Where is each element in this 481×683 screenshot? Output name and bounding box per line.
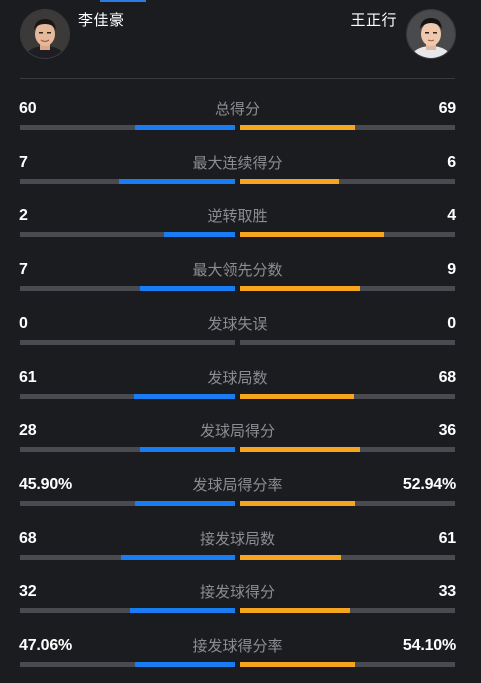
left-bar-fill [121, 554, 235, 560]
left-bar-fill [135, 662, 235, 667]
right-stat-value: 61 [438, 529, 457, 547]
stat-row: 2 逆转取胜 4 [0, 206, 481, 260]
right-player-avatar[interactable] [406, 9, 456, 59]
right-bar-track [240, 500, 455, 506]
left-bar-fill [140, 447, 235, 453]
right-stat-value: 6 [447, 153, 456, 171]
right-bar-fill [240, 393, 354, 399]
right-bar-track [240, 608, 455, 614]
left-stat-value: 2 [19, 207, 28, 225]
right-bar-fill [240, 232, 384, 238]
right-bar-track [240, 393, 455, 399]
left-stat-value: 45.90% [19, 475, 73, 493]
stat-label: 接发球得分 [199, 583, 275, 602]
stat-row: 32 接发球得分 33 [0, 582, 481, 636]
left-stat-value: 7 [19, 153, 28, 171]
right-player-name[interactable]: 王正行 [350, 11, 397, 29]
stat-label: 逆转取胜 [207, 207, 268, 226]
right-stat-value: 4 [447, 207, 456, 225]
right-stat-value: 33 [438, 583, 457, 601]
left-stat-value: 28 [19, 422, 37, 440]
left-stat-value: 68 [19, 529, 37, 547]
stat-row: 61 发球局数 68 [0, 368, 481, 422]
stat-row: 28 发球局得分 36 [0, 421, 481, 475]
header-divider [20, 78, 455, 79]
left-bar-track [20, 554, 235, 560]
right-stat-value: 36 [438, 422, 457, 440]
left-bar-track [20, 500, 235, 506]
right-bar-fill [240, 662, 355, 667]
left-stat-value: 7 [19, 261, 28, 279]
right-stat-value: 0 [447, 314, 456, 332]
stat-label: 总得分 [214, 100, 260, 118]
left-stat-value: 47.06% [19, 637, 73, 654]
stat-row: 45.90% 发球局得分率 52.94% [0, 475, 481, 529]
left-bar-fill [130, 608, 235, 614]
left-bar-track [20, 232, 235, 238]
right-bar-track [240, 232, 455, 238]
left-bar-track [20, 393, 235, 399]
left-stat-value: 61 [19, 368, 37, 386]
left-bar-track [20, 339, 235, 345]
left-player-avatar[interactable] [20, 9, 70, 59]
right-bar-fill [240, 447, 360, 453]
stat-row: 7 最大连续得分 6 [0, 153, 481, 207]
stat-label: 发球局得分率 [192, 475, 283, 494]
left-bar-fill [140, 286, 235, 292]
stat-row: 60 总得分 69 [0, 99, 481, 153]
left-stat-value: 0 [19, 314, 28, 332]
stat-label: 发球局得分 [199, 422, 275, 441]
left-bar-track [20, 125, 235, 130]
stat-row: 47.06% 接发球得分率 54.10% [0, 636, 481, 683]
right-bar-track [240, 447, 455, 453]
left-bar-track [20, 447, 235, 453]
right-stat-value: 52.94% [402, 475, 456, 493]
right-bar-track [240, 286, 455, 292]
right-stat-value: 68 [438, 368, 457, 386]
left-bar-track [20, 662, 235, 667]
left-player-name[interactable]: 李佳豪 [78, 11, 125, 29]
right-bar-track [240, 125, 455, 130]
right-stat-value: 69 [438, 100, 457, 117]
right-bar-fill [240, 286, 360, 292]
right-bar-fill [240, 554, 341, 560]
stat-label: 发球失误 [207, 314, 268, 333]
left-bar-track [20, 608, 235, 614]
stat-label: 最大领先分数 [192, 261, 283, 280]
left-stat-value: 60 [19, 100, 37, 117]
left-bar-fill [135, 500, 235, 506]
right-stat-value: 54.10% [402, 637, 456, 654]
right-bar-track [240, 178, 455, 184]
stat-row: 0 发球失误 0 [0, 314, 481, 368]
stat-row: 7 最大领先分数 9 [0, 260, 481, 314]
stat-label: 接发球局数 [199, 529, 275, 548]
left-bar-fill [135, 125, 235, 130]
left-bar-fill [164, 232, 235, 238]
left-bar-fill [119, 178, 235, 184]
right-bar-fill [240, 125, 355, 130]
left-bar-fill [134, 393, 235, 399]
right-stat-value: 9 [447, 261, 456, 279]
left-stat-value: 32 [19, 583, 37, 601]
left-bar-track [20, 178, 235, 184]
left-bar-track [20, 286, 235, 292]
right-bar-fill [240, 500, 355, 506]
stat-label: 最大连续得分 [192, 153, 283, 172]
stat-row: 68 接发球局数 61 [0, 529, 481, 583]
right-bar-fill [240, 608, 350, 614]
right-bar-track [240, 662, 455, 667]
stat-label: 接发球得分率 [192, 637, 283, 655]
tab-indicator [100, 0, 146, 2]
right-bar-track [240, 554, 455, 560]
stat-label: 发球局数 [207, 368, 268, 387]
right-bar-fill [240, 178, 339, 184]
right-bar-track [240, 339, 455, 345]
players-header: 李佳豪 王正行 [0, 0, 481, 80]
